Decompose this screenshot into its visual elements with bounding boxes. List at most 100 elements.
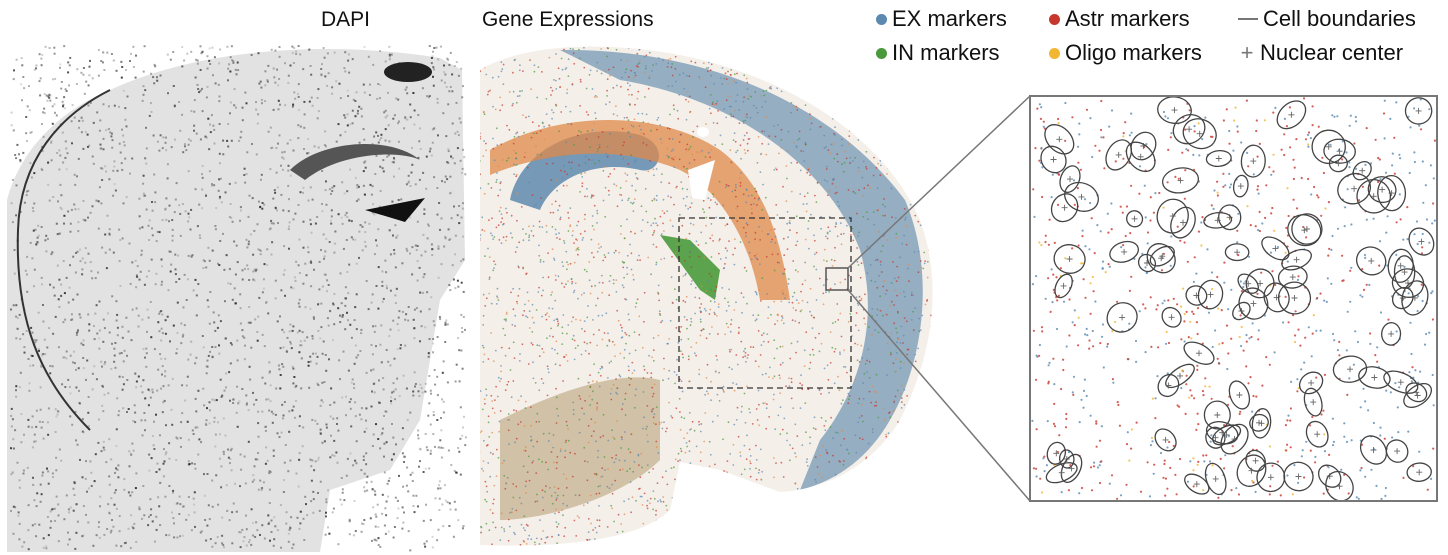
gene-speckle <box>743 134 746 137</box>
dapi-speckle <box>372 506 375 509</box>
dapi-speckle <box>406 118 409 121</box>
dapi-speckle <box>243 455 246 458</box>
dapi-speckle <box>52 286 55 289</box>
gene-speckle <box>500 365 502 367</box>
dapi-speckle <box>242 540 245 543</box>
dapi-speckle <box>437 58 440 61</box>
gene-speckle <box>768 87 771 89</box>
dapi-speckle <box>145 147 148 150</box>
dapi-speckle <box>102 103 105 106</box>
gene-speckle <box>613 183 616 186</box>
dapi-speckle <box>187 358 190 361</box>
dapi-speckle <box>147 224 150 227</box>
gene-speckle <box>722 204 725 207</box>
gene-speckle <box>502 159 504 161</box>
gene-speckle <box>594 538 596 541</box>
gene-speckle <box>814 478 817 481</box>
gene-speckle <box>684 252 687 255</box>
dapi-speckle <box>355 262 358 265</box>
dapi-speckle <box>155 515 158 518</box>
dapi-speckle <box>33 285 35 288</box>
dapi-speckle <box>61 383 64 386</box>
dapi-speckle <box>87 145 89 148</box>
dapi-speckle <box>256 339 259 342</box>
dapi-speckle <box>299 340 302 343</box>
dapi-speckle <box>258 82 261 85</box>
gene-speckle <box>904 431 907 434</box>
dapi-speckle <box>41 123 43 126</box>
dapi-speckle <box>235 244 238 247</box>
gene-speckle <box>666 210 669 213</box>
gene-speckle <box>925 445 927 447</box>
dapi-speckle <box>70 120 73 123</box>
dapi-nuclei-speckle <box>10 45 467 552</box>
gene-speckle <box>907 263 910 266</box>
gene-speckle <box>812 427 815 429</box>
gene-speckle <box>683 502 685 505</box>
gene-speckle <box>538 220 541 223</box>
dapi-speckle <box>40 365 43 368</box>
gene-speckle <box>809 517 812 520</box>
gene-speckle <box>752 346 755 349</box>
gene-speckle <box>583 446 586 449</box>
dapi-speckle <box>388 53 391 56</box>
gene-speckle <box>900 438 902 441</box>
dapi-speckle <box>322 233 325 236</box>
dapi-speckle <box>344 286 347 289</box>
dapi-speckle <box>12 447 15 450</box>
dapi-speckle <box>268 472 271 475</box>
dapi-speckle <box>84 131 87 133</box>
dapi-speckle <box>204 260 206 263</box>
dapi-speckle <box>239 546 242 549</box>
gene-speckle <box>726 471 728 474</box>
gene-speckle <box>774 428 777 431</box>
gene-speckle <box>831 182 834 185</box>
gene-speckle <box>828 189 831 192</box>
dapi-speckle <box>127 491 130 494</box>
dapi-speckle <box>325 237 328 240</box>
gene-speckle <box>627 88 629 91</box>
dapi-speckle <box>421 87 424 90</box>
gene-speckle <box>672 539 675 541</box>
dapi-speckle <box>366 489 369 492</box>
dapi-speckle <box>289 527 292 530</box>
gene-speckle <box>495 475 498 477</box>
gene-speckle <box>754 91 757 93</box>
dapi-speckle <box>60 87 63 90</box>
dapi-speckle <box>443 81 446 84</box>
dapi-speckle <box>190 208 193 211</box>
gene-speckle <box>492 105 494 108</box>
gene-speckle <box>824 429 827 431</box>
dapi-speckle <box>234 181 237 184</box>
gene-speckle <box>876 527 879 529</box>
dapi-speckle <box>148 114 151 117</box>
dapi-speckle <box>123 478 126 481</box>
gene-speckle <box>843 524 845 527</box>
dapi-speckle <box>378 97 381 100</box>
dapi-speckle <box>168 442 171 445</box>
gene-speckle <box>757 471 760 474</box>
gene-speckle <box>804 64 806 67</box>
dapi-speckle <box>144 419 147 422</box>
gene-speckle <box>630 69 632 72</box>
dapi-speckle <box>187 514 190 517</box>
dapi-speckle <box>254 318 257 321</box>
gene-speckle <box>895 487 898 490</box>
dapi-speckle <box>370 301 373 304</box>
dapi-speckle <box>344 304 347 307</box>
gene-speckle <box>603 332 606 334</box>
dapi-speckle <box>347 319 349 322</box>
dapi-speckle <box>261 291 264 294</box>
dapi-speckle <box>218 264 221 266</box>
dapi-speckle <box>349 123 352 126</box>
gene-speckle <box>512 71 514 74</box>
gene-speckle <box>815 62 818 65</box>
gene-speckle <box>519 90 521 93</box>
dapi-speckle <box>292 382 295 385</box>
dapi-speckle <box>337 429 340 432</box>
gene-speckle <box>730 58 733 61</box>
gene-speckle <box>736 493 739 496</box>
dapi-speckle <box>344 116 347 119</box>
dapi-speckle <box>168 457 171 460</box>
gene-speckle <box>764 515 767 517</box>
